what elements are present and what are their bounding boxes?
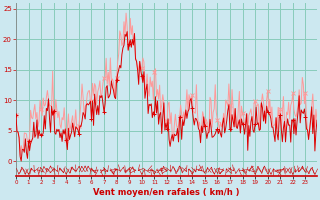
X-axis label: Vent moyen/en rafales ( km/h ): Vent moyen/en rafales ( km/h ) — [93, 188, 240, 197]
